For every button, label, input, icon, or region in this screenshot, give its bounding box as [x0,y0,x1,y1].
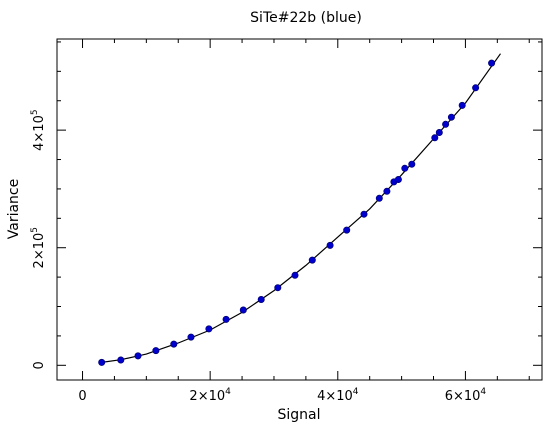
y-tick-label-0: 0 [32,361,47,369]
data-point [222,315,230,323]
fit-line [101,53,501,363]
data-point [257,295,265,303]
plot-frame [56,38,543,381]
data-point [274,284,282,292]
data-point [343,226,351,234]
x-axis-label: Signal [277,407,320,423]
data-point [152,347,160,355]
data-point [431,134,439,142]
data-points [98,59,496,366]
data-point [134,352,142,360]
y-tick-label-2: 4×105 [30,109,47,150]
x-tick-label-1: 2×104 [189,387,231,404]
y-tick-label-1: 2×105 [30,227,47,268]
x-tick-label-3: 6×104 [445,387,487,404]
data-point [447,113,455,121]
data-point [394,176,402,184]
data-point [291,271,299,279]
data-point [408,160,416,168]
data-point [360,210,368,218]
data-point [326,241,334,249]
data-point [458,101,466,109]
data-point [239,306,247,314]
chart-title: SiTe#22b (blue) [250,10,362,26]
data-point [308,256,316,264]
data-point [375,194,383,202]
x-tick-label-2: 4×104 [317,387,359,404]
y-axis-label: Variance [6,179,22,239]
x-axis-ticks: 0 2×104 4×104 6×104 [78,39,530,404]
data-point [488,59,496,67]
data-point [205,325,213,333]
x-tick-label-0: 0 [78,389,86,404]
y-axis-ticks: 0 2×105 4×105 [30,41,542,369]
data-point [383,187,391,195]
data-point [187,333,195,341]
data-point [170,340,178,348]
data-point [435,129,443,137]
data-point [442,120,450,128]
data-point [98,358,106,366]
data-point [401,164,409,172]
data-point [117,356,125,364]
data-point [472,84,480,92]
